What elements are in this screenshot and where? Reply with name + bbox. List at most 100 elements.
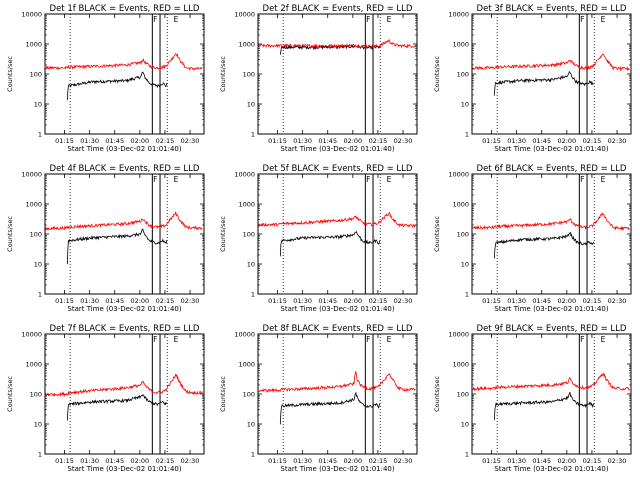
marker-E: E (387, 15, 392, 24)
marker-F: F (366, 335, 370, 344)
y-tick-label: 1000 (452, 201, 469, 209)
marker-F: F (153, 335, 157, 344)
x-tick-label: 02:30 (181, 137, 200, 145)
x-tick-label: 02:30 (181, 297, 200, 305)
y-tick-label: 1000 (452, 361, 469, 369)
marker-F: F (366, 15, 370, 24)
y-tick-label: 1000 (25, 201, 42, 209)
x-tick-label: 02:00 (557, 457, 576, 465)
x-tick-label: 02:00 (130, 297, 149, 305)
y-axis-label: Counts/sec (6, 56, 14, 92)
marker-F: F (153, 175, 157, 184)
x-tick-label: 02:15 (369, 137, 388, 145)
y-tick-label: 1 (38, 451, 42, 459)
y-tick-label: 100 (457, 391, 469, 399)
x-tick-label: 01:15 (482, 297, 501, 305)
x-tick-label: 02:00 (130, 457, 149, 465)
plot-frame (257, 173, 418, 295)
marker-E: E (387, 175, 392, 184)
y-tick-label: 10 (34, 421, 42, 429)
series-events (493, 70, 594, 96)
panel-det-4: Det 4f BLACK = Events, RED = LLD Counts/s… (6, 164, 205, 313)
y-tick-label: 100 (457, 71, 469, 79)
x-tick-label: 02:30 (181, 457, 200, 465)
y-tick-label: 100 (243, 391, 255, 399)
panel-title: Det 9f BLACK = Events, RED = LLD (477, 324, 627, 334)
series-events (493, 231, 595, 259)
panel-det-2: Det 2f BLACK = Events, RED = LLD Counts/s… (219, 4, 418, 153)
x-tick-label: 02:15 (583, 137, 602, 145)
y-tick-label: 10 (461, 261, 469, 269)
x-tick-label: 01:30 (293, 137, 312, 145)
plot-frame (471, 333, 632, 455)
x-axis-label: Start Time (03-Dec-02 01:01:40) (280, 465, 394, 473)
x-tick-label: 02:30 (394, 457, 413, 465)
marker-F: F (580, 15, 584, 24)
x-tick-label: 02:00 (130, 137, 149, 145)
series-events (493, 391, 595, 421)
x-tick-label: 01:45 (318, 457, 337, 465)
series-lld (472, 212, 630, 232)
x-axis-label: Start Time (03-Dec-02 01:01:40) (67, 465, 181, 473)
x-axis-label: Start Time (03-Dec-02 01:01:40) (67, 305, 181, 313)
y-tick-label: 1 (465, 131, 469, 139)
series-lld (258, 371, 416, 393)
y-tick-label: 1 (465, 291, 469, 299)
x-tick-label: 01:45 (105, 457, 124, 465)
series-lld (45, 211, 203, 232)
x-tick-label: 01:30 (507, 137, 526, 145)
plot-frame (257, 13, 418, 135)
series-events (66, 228, 168, 265)
panel-title: Det 1f BLACK = Events, RED = LLD (50, 4, 200, 14)
y-tick-label: 100 (243, 71, 255, 79)
x-tick-label: 01:45 (318, 137, 337, 145)
panel-det-6: Det 6f BLACK = Events, RED = LLD Counts/s… (433, 164, 632, 313)
marker-E: E (601, 175, 606, 184)
x-tick-label: 01:45 (532, 297, 551, 305)
x-tick-label: 01:45 (105, 297, 124, 305)
x-axis-label: Start Time (03-Dec-02 01:01:40) (280, 305, 394, 313)
series-events (279, 391, 381, 425)
series-events (279, 230, 381, 257)
x-axis-label: Start Time (03-Dec-02 01:01:40) (494, 305, 608, 313)
x-tick-label: 02:15 (583, 297, 602, 305)
marker-E: E (174, 15, 179, 24)
y-tick-label: 1 (38, 291, 42, 299)
y-tick-label: 100 (243, 231, 255, 239)
x-tick-label: 01:15 (268, 137, 287, 145)
y-axis-label: Counts/sec (219, 216, 227, 252)
y-tick-label: 1000 (452, 41, 469, 49)
y-axis-label: Counts/sec (219, 376, 227, 412)
y-tick-label: 100 (30, 231, 42, 239)
x-tick-label: 01:30 (507, 297, 526, 305)
y-tick-label: 1 (251, 291, 255, 299)
x-tick-label: 02:00 (343, 297, 362, 305)
marker-E: E (387, 335, 392, 344)
marker-F: F (153, 15, 157, 24)
x-tick-label: 02:15 (583, 457, 602, 465)
x-tick-label: 02:30 (608, 297, 627, 305)
x-tick-label: 01:30 (80, 137, 99, 145)
plot-frame (44, 333, 205, 455)
panel-title: Det 8f BLACK = Events, RED = LLD (263, 324, 413, 334)
panel-title: Det 4f BLACK = Events, RED = LLD (50, 164, 200, 174)
marker-E: E (601, 15, 606, 24)
y-tick-label: 10 (34, 101, 42, 109)
x-tick-label: 02:30 (394, 137, 413, 145)
x-tick-label: 01:45 (318, 297, 337, 305)
panel-det-7: Det 7f BLACK = Events, RED = LLD Counts/s… (6, 324, 205, 473)
x-tick-label: 01:15 (482, 457, 501, 465)
panel-title: Det 5f BLACK = Events, RED = LLD (263, 164, 413, 174)
plot-frame (257, 333, 418, 455)
y-tick-label: 10 (461, 101, 469, 109)
panel-det-3: Det 3f BLACK = Events, RED = LLD Counts/s… (433, 4, 632, 153)
series-events (66, 393, 168, 421)
panel-title: Det 3f BLACK = Events, RED = LLD (477, 4, 627, 14)
x-tick-label: 02:00 (557, 137, 576, 145)
x-tick-label: 02:30 (608, 137, 627, 145)
series-lld (258, 38, 416, 49)
series-lld (45, 373, 203, 398)
y-tick-label: 10 (247, 101, 255, 109)
y-axis-label: Counts/sec (6, 216, 14, 252)
